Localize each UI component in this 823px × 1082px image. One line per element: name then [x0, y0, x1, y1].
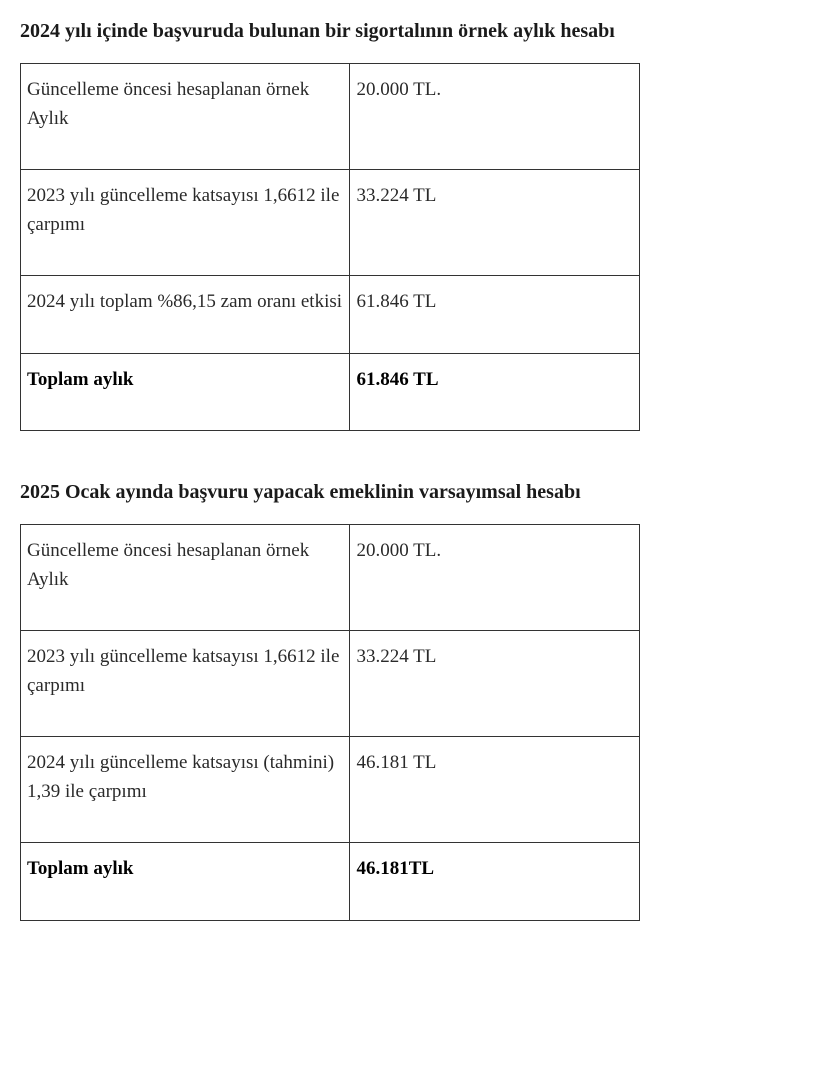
- table-row: 2024 yılı toplam %86,15 zam oranı etkisi…: [21, 276, 640, 354]
- cell-value: 46.181 TL: [350, 737, 640, 843]
- table-2024: Güncelleme öncesi hesaplanan örnek Aylık…: [20, 63, 640, 431]
- table-row: 2023 yılı güncelleme katsayısı 1,6612 il…: [21, 170, 640, 276]
- heading-2024: 2024 yılı içinde başvuruda bulunan bir s…: [20, 20, 803, 43]
- section-2024: 2024 yılı içinde başvuruda bulunan bir s…: [20, 20, 803, 431]
- cell-label: Güncelleme öncesi hesaplanan örnek Aylık: [21, 525, 350, 631]
- cell-value: 20.000 TL.: [350, 64, 640, 170]
- table-row: Güncelleme öncesi hesaplanan örnek Aylık…: [21, 525, 640, 631]
- table-row-total: Toplam aylık 61.846 TL: [21, 353, 640, 431]
- heading-2025: 2025 Ocak ayında başvuru yapacak emeklin…: [20, 481, 803, 504]
- cell-label: 2024 yılı toplam %86,15 zam oranı etkisi: [21, 276, 350, 354]
- section-2025: 2025 Ocak ayında başvuru yapacak emeklin…: [20, 481, 803, 921]
- cell-value: 46.181TL: [350, 843, 640, 921]
- cell-label: 2023 yılı güncelleme katsayısı 1,6612 il…: [21, 170, 350, 276]
- cell-value: 61.846 TL: [350, 276, 640, 354]
- table-row-total: Toplam aylık 46.181TL: [21, 843, 640, 921]
- table-2025: Güncelleme öncesi hesaplanan örnek Aylık…: [20, 524, 640, 921]
- table-row: 2024 yılı güncelleme katsayısı (tahmini)…: [21, 737, 640, 843]
- cell-label: 2023 yılı güncelleme katsayısı 1,6612 il…: [21, 631, 350, 737]
- cell-label: Toplam aylık: [21, 843, 350, 921]
- table-row: Güncelleme öncesi hesaplanan örnek Aylık…: [21, 64, 640, 170]
- cell-value: 61.846 TL: [350, 353, 640, 431]
- cell-value: 20.000 TL.: [350, 525, 640, 631]
- cell-value: 33.224 TL: [350, 631, 640, 737]
- table-row: 2023 yılı güncelleme katsayısı 1,6612 il…: [21, 631, 640, 737]
- cell-label: Güncelleme öncesi hesaplanan örnek Aylık: [21, 64, 350, 170]
- cell-label: 2024 yılı güncelleme katsayısı (tahmini)…: [21, 737, 350, 843]
- cell-label: Toplam aylık: [21, 353, 350, 431]
- cell-value: 33.224 TL: [350, 170, 640, 276]
